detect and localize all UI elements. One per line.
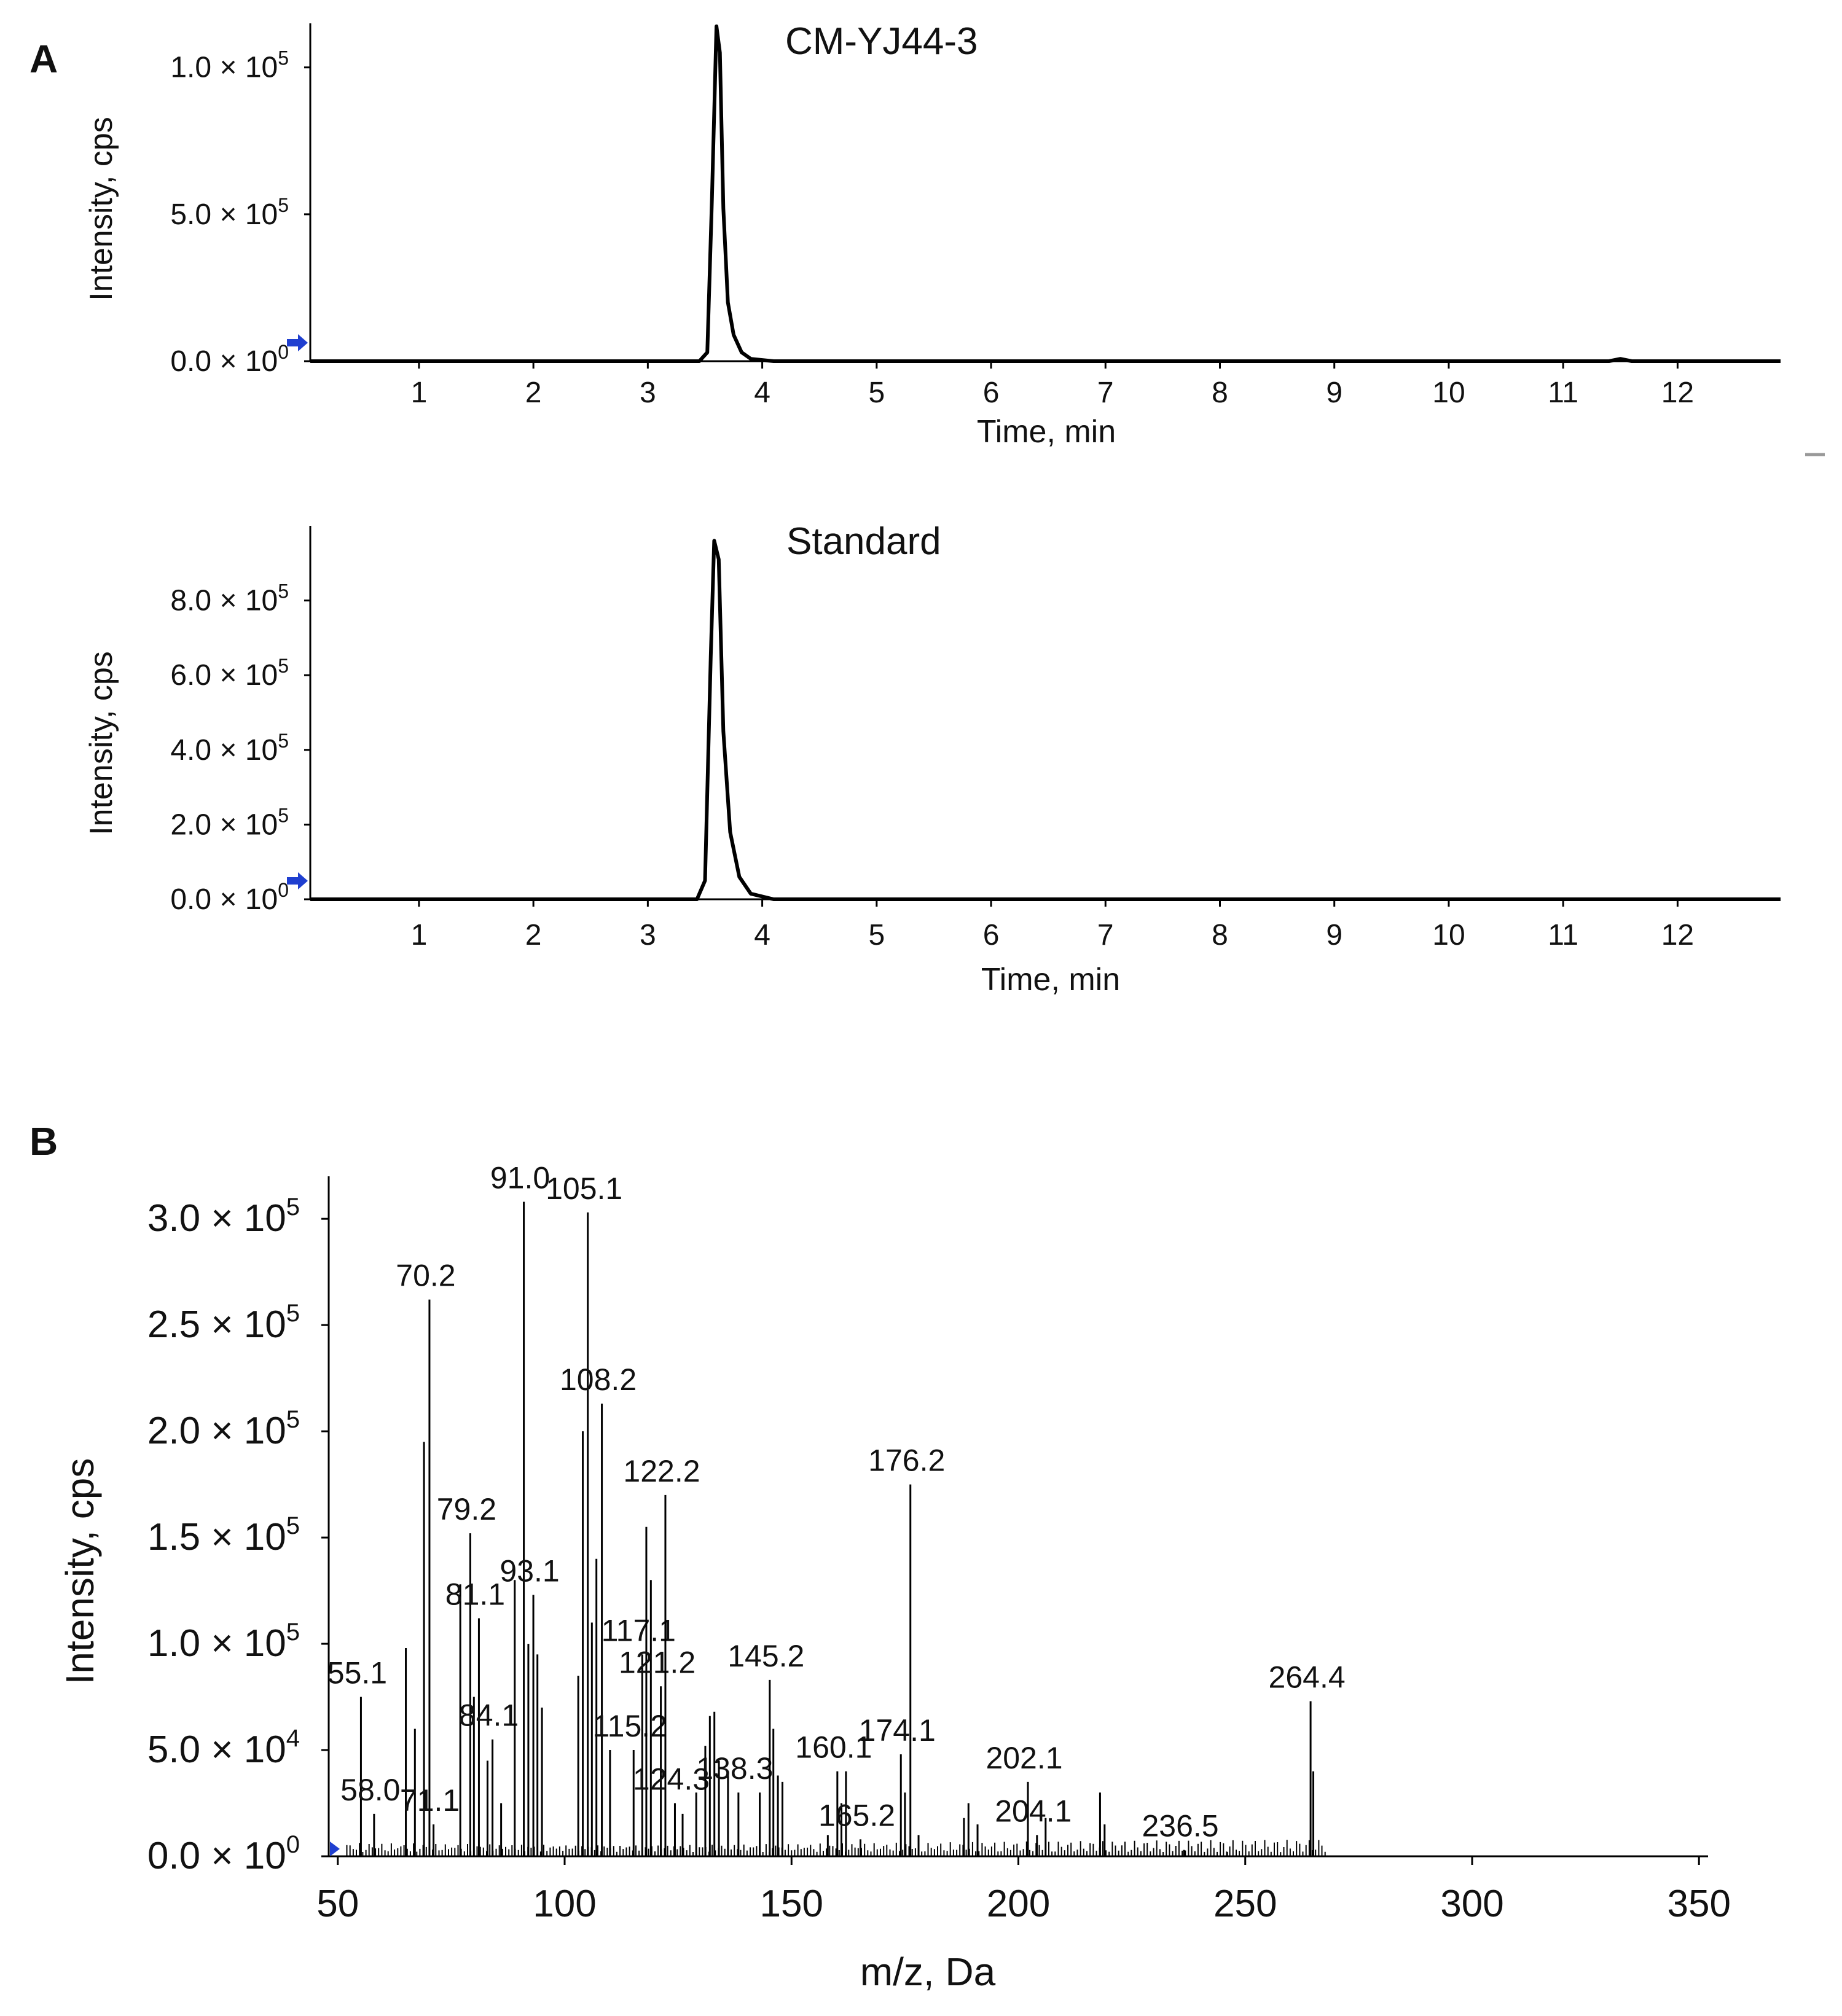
peak-label: 124.3 xyxy=(633,1762,710,1797)
x-tick-label: 9 xyxy=(1326,919,1342,951)
x-tick-label: 8 xyxy=(1212,919,1228,951)
x-tick-label: 4 xyxy=(754,919,770,951)
chromatogram-standard: 0.0 × 100 2.0 × 105 4.0 × 105 6.0 × 105 8.0 … xyxy=(170,526,1781,951)
panel-letter-b: B xyxy=(29,1119,58,1163)
peak-label: 122.2 xyxy=(623,1454,700,1488)
peak-label: 55.1 xyxy=(327,1656,387,1690)
chromatogram-trace xyxy=(310,539,1781,901)
y-tick-label: 5.0 × 105 xyxy=(170,194,289,231)
chromatogram-1-y-axis-title: Intensity, cps xyxy=(84,117,119,301)
y-tick-label: 0.0 × 100 xyxy=(147,1831,300,1877)
chromatogram-1-x-axis-title: Time, min xyxy=(977,414,1116,450)
peak-label: 264.4 xyxy=(1269,1660,1346,1694)
y-tick-label: 4.0 × 105 xyxy=(170,730,289,767)
x-tick-label: 9 xyxy=(1326,377,1342,409)
baseline-marker-icon xyxy=(330,1842,340,1856)
baseline-marker-icon xyxy=(287,334,308,351)
peak-label: 105.1 xyxy=(546,1171,622,1206)
chromatogram-2-y-axis-title: Intensity, cps xyxy=(84,651,119,835)
y-tick-label: 2.5 × 105 xyxy=(147,1300,300,1346)
x-tick-label: 100 xyxy=(533,1883,596,1925)
x-tick-label: 7 xyxy=(1097,377,1114,409)
peak-label: 204.1 xyxy=(995,1794,1072,1828)
x-tick-label: 2 xyxy=(525,919,542,951)
x-tick-label: 6 xyxy=(983,377,1000,409)
sample-label-cm-yj44-3: CM-YJ44-3 xyxy=(785,20,978,63)
x-tick-label: 7 xyxy=(1097,919,1114,951)
x-tick-label: 150 xyxy=(760,1883,823,1925)
peak-label: 71.1 xyxy=(400,1783,460,1818)
x-tick-label: 10 xyxy=(1432,377,1465,409)
y-tick-label: 8.0 × 105 xyxy=(170,580,289,617)
peak-label: 138.3 xyxy=(696,1751,773,1786)
spectrum-y-axis-title: Intensity, cps xyxy=(58,1458,102,1685)
peak-label: 70.2 xyxy=(396,1259,455,1293)
peak-label: 202.1 xyxy=(986,1741,1062,1775)
peak-label: 117.1 xyxy=(602,1613,676,1647)
y-tick-label: 0.0 × 100 xyxy=(170,879,289,916)
x-tick-label: 50 xyxy=(316,1883,359,1925)
panel-letter-a: A xyxy=(29,37,58,81)
y-tick-label: 2.0 × 105 xyxy=(147,1406,300,1452)
peak-label: 145.2 xyxy=(727,1639,804,1673)
y-tick-label: 6.0 × 105 xyxy=(170,655,289,692)
chromatogram-trace xyxy=(310,24,1781,363)
x-tick-label: 250 xyxy=(1213,1883,1277,1925)
peak-label: 91.0 xyxy=(490,1161,550,1195)
y-tick-label: 1.0 × 105 xyxy=(170,47,289,84)
baseline-marker-icon xyxy=(287,872,308,889)
peak-label: 108.2 xyxy=(560,1362,637,1397)
peak-label: 176.2 xyxy=(868,1444,945,1478)
peak-label: 165.2 xyxy=(818,1798,895,1832)
peak-label: 236.5 xyxy=(1142,1809,1218,1843)
x-tick-label: 8 xyxy=(1212,377,1228,409)
x-tick-label: 11 xyxy=(1548,377,1578,409)
x-tick-label: 350 xyxy=(1668,1883,1731,1925)
y-tick-label: 5.0 × 104 xyxy=(147,1725,300,1771)
x-tick-label: 1 xyxy=(411,919,428,951)
peak-label: 81.1 xyxy=(445,1577,505,1612)
x-tick-label: 3 xyxy=(640,377,656,409)
peak-label: 174.1 xyxy=(859,1713,936,1748)
x-tick-label: 200 xyxy=(987,1883,1050,1925)
x-tick-label: 300 xyxy=(1440,1883,1503,1925)
x-tick-label: 6 xyxy=(983,919,1000,951)
y-tick-label: 1.5 × 105 xyxy=(147,1512,300,1558)
x-tick-label: 5 xyxy=(868,919,885,951)
ms-spectrum: 0.0 × 100 5.0 × 104 1.0 × 105 1.5 × 105 2.0 … xyxy=(147,1161,1731,1925)
y-tick-label: 0.0 × 100 xyxy=(170,341,289,378)
peak-label: 121.2 xyxy=(619,1645,696,1679)
peak-label: 115.2 xyxy=(593,1709,667,1743)
x-tick-label: 12 xyxy=(1661,919,1694,951)
x-tick-label: 2 xyxy=(525,377,542,409)
chromatogram-2-x-axis-title: Time, min xyxy=(981,962,1120,998)
peak-label: 160.1 xyxy=(795,1730,872,1765)
peak-label: 58.0 xyxy=(340,1773,400,1807)
spectrum-x-axis-title: m/z, Da xyxy=(860,1950,996,1994)
x-tick-label: 10 xyxy=(1432,919,1465,951)
x-tick-label: 3 xyxy=(640,919,656,951)
y-tick-label: 3.0 × 105 xyxy=(147,1194,300,1240)
x-tick-label: 4 xyxy=(754,377,770,409)
peak-label: 79.2 xyxy=(437,1492,496,1526)
x-tick-label: 11 xyxy=(1548,919,1578,951)
peak-label: 93.1 xyxy=(500,1553,559,1588)
peak-label: 84.1 xyxy=(459,1698,519,1733)
y-tick-label: 1.0 × 105 xyxy=(147,1619,300,1665)
x-tick-label: 12 xyxy=(1661,377,1694,409)
y-tick-label: 2.0 × 105 xyxy=(170,804,289,841)
sample-label-standard: Standard xyxy=(786,520,941,563)
x-tick-label: 5 xyxy=(868,377,885,409)
x-tick-label: 1 xyxy=(411,377,428,409)
